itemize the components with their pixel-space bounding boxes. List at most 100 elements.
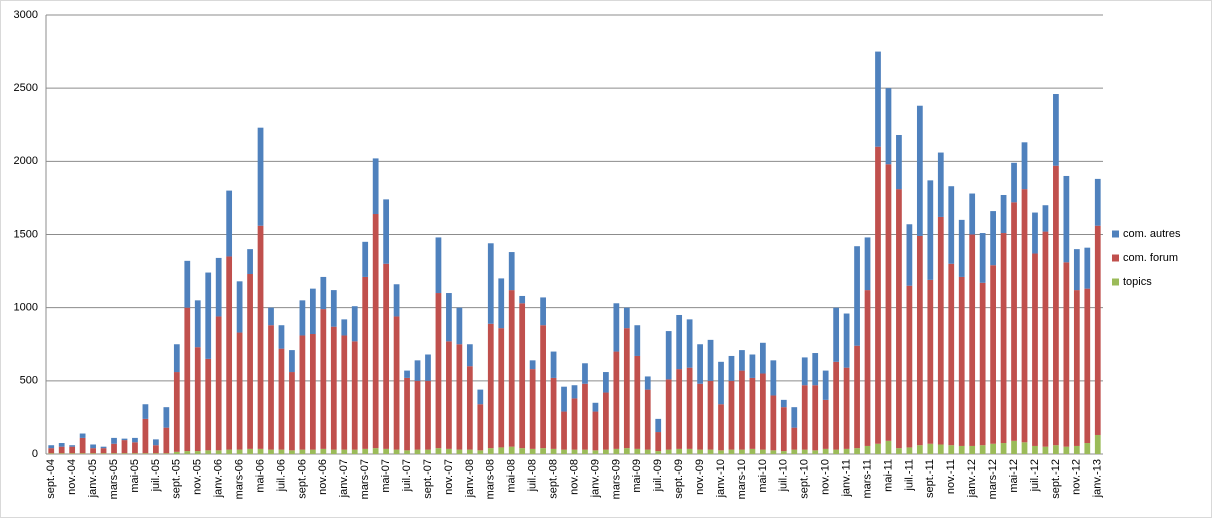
x-tick-label: nov.-04 [66,459,78,495]
bar-segment [550,377,557,449]
x-tick-label: janv.-06 [213,459,225,498]
bar-segment [519,295,526,304]
bar-segment [833,449,840,454]
x-tick-label: janv.-12 [966,459,978,498]
bar-segment [686,319,693,368]
bar-segment [676,314,683,370]
bar-segment [550,448,557,454]
bar-segment [215,257,222,317]
bar-segment [686,448,693,454]
bar-segment [875,146,881,444]
bar-segment [927,443,934,454]
x-tick-label: mars-10 [736,459,748,499]
bar-segment [1032,253,1038,446]
bar-segment [948,445,955,454]
bar-segment [916,235,923,446]
bar-segment [257,127,264,226]
bar-segment [958,276,965,446]
bar-segment [100,453,107,454]
bar-segment [435,293,442,449]
bar-segment [205,358,212,451]
bar-segment [1011,440,1017,454]
bar-segment [634,448,641,454]
bar-segment [948,186,955,264]
bar-segment [425,449,431,454]
bar-segment [446,341,452,449]
x-tick-label: mai-12 [1008,459,1020,493]
bar-segment [801,357,808,386]
bar-segment [759,342,766,374]
bar-segment [582,363,588,384]
bar-segment [749,377,756,449]
bar-segment [299,300,306,336]
bar-segment [268,307,274,326]
x-tick-label: sept.-05 [171,459,183,499]
bar-segment [916,105,923,236]
bar-segment [697,449,703,454]
bar-segment [487,243,494,324]
bar-segment [854,448,860,454]
bar-segment [854,246,860,346]
bar-segment [958,219,965,277]
bar-segment [571,449,578,454]
bar-segment [163,427,170,454]
bar-segment [351,449,358,454]
bar-segment [362,276,369,449]
bar-segment [247,249,253,275]
bar-segment [393,284,400,317]
bar-segment [289,350,295,373]
bar-segment [822,448,829,454]
bar-segment [466,449,473,454]
bar-segment [173,344,180,373]
bar-segment [132,442,138,454]
bar-segment [142,453,149,454]
x-tick-label: mars-12 [987,459,999,499]
bar-segment [791,407,798,428]
bar-segment [875,51,881,147]
bar-segment [278,348,285,450]
bar-segment [100,446,107,449]
bar-segment [184,307,191,452]
bar-segment [508,290,515,447]
x-tick-label: juil.-12 [1029,459,1041,492]
bar-segment [247,274,253,449]
bar-segment [498,447,505,454]
bar-segment [372,448,379,454]
x-tick-label: juil.-11 [903,459,915,492]
bar-segment [990,443,996,454]
bar-segment [121,438,128,441]
y-tick-label: 0 [32,448,38,460]
bar-segment [822,370,829,400]
bar-segment [854,345,860,449]
bar-segment [896,134,902,190]
bar-segment [843,448,850,454]
bar-segment [969,234,976,446]
bar-segment [1084,288,1091,444]
bar-segment [278,325,285,349]
bar-segment [885,164,892,441]
bar-segment [456,307,463,345]
bar-segment [309,334,316,450]
bar-segment [571,398,578,450]
x-tick-label: janv.-13 [1092,459,1104,498]
bar-segment [1032,445,1038,454]
bar-segment [571,385,578,399]
bar-segment [142,418,149,454]
bar-segment [613,303,620,352]
x-tick-label: juil.-05 [150,459,162,492]
bar-segment [90,448,96,454]
bar-segment [833,307,840,362]
bar-segment [257,225,264,449]
bar-segment [446,293,452,342]
bar-segment [1042,205,1049,232]
bar-segment [194,300,201,348]
bar-segment [351,341,358,450]
bar-segment [58,453,65,454]
legend-swatch [1112,230,1119,238]
bar-segment [1021,142,1028,190]
x-tick-label: mai-11 [882,459,894,492]
bar-segment [289,372,295,451]
bar-segment [676,369,683,449]
bar-segment [969,445,976,454]
